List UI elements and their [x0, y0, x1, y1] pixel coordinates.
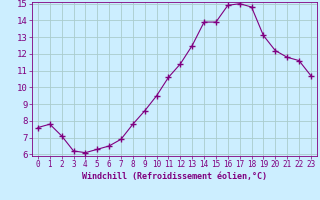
X-axis label: Windchill (Refroidissement éolien,°C): Windchill (Refroidissement éolien,°C) [82, 172, 267, 181]
